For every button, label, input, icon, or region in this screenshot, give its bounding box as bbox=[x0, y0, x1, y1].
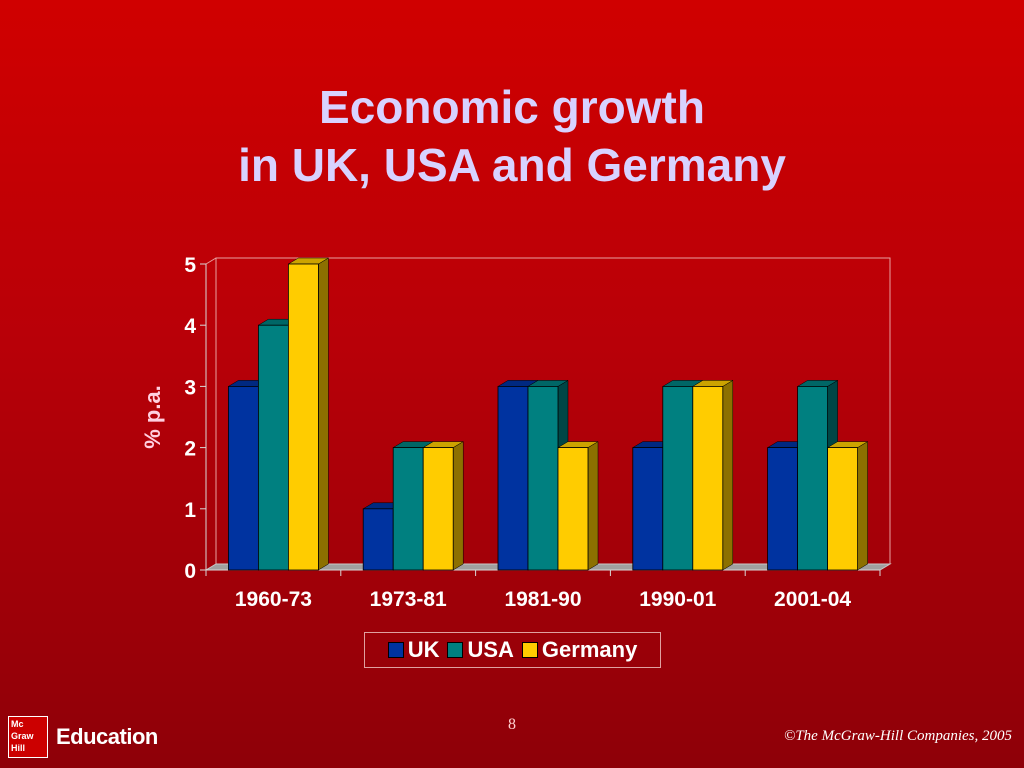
bar-usa-1981-90 bbox=[527, 379, 569, 571]
x-tick-label: 1981-90 bbox=[504, 588, 581, 611]
y-tick-label: 4 bbox=[184, 315, 196, 338]
bar-side bbox=[857, 441, 868, 571]
logo-text-1: Mc bbox=[11, 719, 24, 729]
legend-item-uk: UK bbox=[387, 637, 440, 663]
bar-front bbox=[632, 447, 664, 571]
legend-label-uk: UK bbox=[407, 637, 440, 662]
x-tick-label: 2001-04 bbox=[774, 588, 851, 611]
bar-front bbox=[227, 385, 259, 571]
bar-germany-1960-73 bbox=[287, 257, 330, 571]
bar-germany-1981-90 bbox=[557, 441, 599, 571]
y-tick-label: 0 bbox=[184, 560, 196, 583]
chart-legend: UK USA Germany bbox=[364, 632, 661, 668]
x-tick-label: 1973-81 bbox=[370, 588, 447, 611]
title-line-2: in UK, USA and Germany bbox=[238, 139, 786, 191]
legend-swatch-germany bbox=[521, 642, 538, 658]
legend-label-usa: USA bbox=[467, 637, 514, 662]
bar-germany-1973-81 bbox=[422, 441, 465, 571]
chart-wall-edge bbox=[205, 257, 217, 265]
bar-front bbox=[662, 385, 694, 571]
bar-front bbox=[422, 447, 454, 571]
legend-swatch-uk bbox=[387, 642, 404, 658]
y-tick-label: 2 bbox=[184, 438, 196, 461]
slide-title: Economic growth in UK, USA and Germany bbox=[0, 78, 1024, 194]
logo-text-2: Graw bbox=[11, 731, 34, 741]
legend-swatch-usa bbox=[447, 642, 464, 658]
page-number: 8 bbox=[508, 716, 516, 733]
bar-front bbox=[362, 508, 394, 571]
bar-front bbox=[767, 447, 798, 571]
bar-front bbox=[257, 324, 289, 571]
bar-front bbox=[557, 447, 589, 571]
title-line-1: Economic growth bbox=[319, 81, 705, 133]
bar-front bbox=[497, 385, 529, 571]
copyright-notice: ©The McGraw-Hill Companies, 2005 bbox=[783, 728, 1012, 744]
bar-germany-2001-04 bbox=[826, 441, 869, 571]
education-label: Education bbox=[56, 724, 158, 749]
bar-side bbox=[722, 379, 734, 571]
bar-side bbox=[587, 441, 599, 571]
y-tick-label: 3 bbox=[184, 376, 196, 399]
y-axis-title: % p.a. bbox=[140, 385, 165, 449]
bar-side bbox=[452, 441, 464, 571]
y-tick-label: 1 bbox=[184, 499, 196, 522]
bar-front bbox=[527, 385, 559, 571]
mcgraw-hill-logo: Mc Graw Hill bbox=[8, 716, 48, 758]
bar-germany-1990-01 bbox=[691, 379, 734, 571]
legend-item-germany: Germany bbox=[521, 637, 638, 663]
bar-front bbox=[797, 385, 828, 571]
x-tick-label: 1960-73 bbox=[235, 588, 312, 611]
y-tick-label: 5 bbox=[184, 254, 196, 277]
bar-front bbox=[827, 447, 858, 571]
legend-item-usa: USA bbox=[447, 637, 514, 663]
bar-front bbox=[287, 263, 319, 571]
bar-front bbox=[692, 385, 724, 571]
bar-side bbox=[318, 257, 329, 571]
logo-text-3: Hill bbox=[11, 743, 26, 753]
bar-front bbox=[392, 447, 424, 571]
x-tick-label: 1990-01 bbox=[639, 588, 716, 611]
legend-label-germany: Germany bbox=[541, 637, 638, 662]
